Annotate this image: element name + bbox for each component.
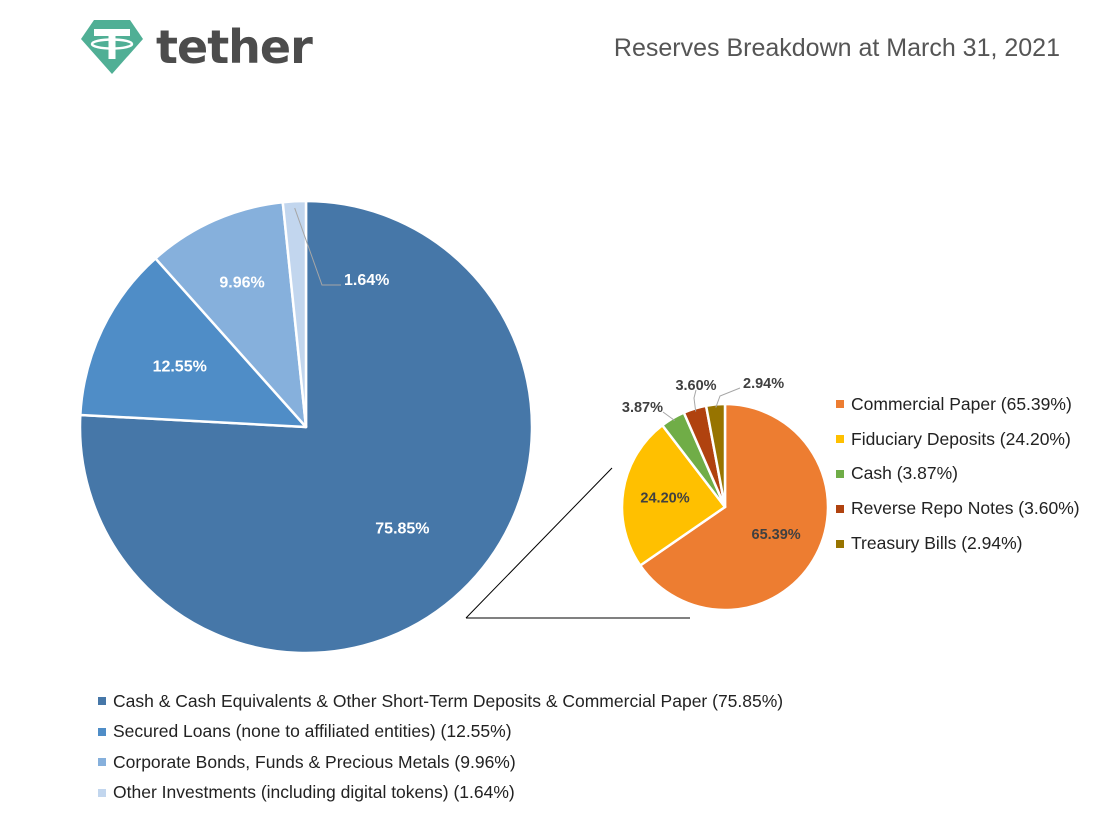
main-data-label-corporate-bonds-funds-precious-metals: 9.96% [219, 274, 264, 291]
main-data-label-secured-loans: 12.55% [153, 358, 207, 375]
tether-diamond-icon [81, 20, 143, 74]
main-data-label-other-investments: 1.64% [344, 272, 389, 289]
breakdown-pie-legend: Commercial Paper (65.39%) Fiduciary Depos… [836, 387, 1080, 561]
breakdown-legend-item-reverse-repo-notes: Reverse Repo Notes (3.60%) [836, 491, 1080, 526]
main-leader-line-other-investments [294, 207, 341, 286]
main-legend-item-other-investments: Other Investments (including digital tok… [98, 778, 783, 809]
main-data-label-cash-cash-equivalents-other-short-term-deposits-commercial-paper: 75.85% [375, 521, 429, 538]
connector-lines [465, 467, 690, 619]
breakdown-data-label-treasury-bills: 2.94% [743, 376, 784, 392]
main-slice-secured-loans [79, 257, 308, 429]
legend-label: Cash & Cash Equivalents & Other Short-Te… [113, 690, 784, 711]
breakdown-legend-item-commercial-paper: Commercial Paper (65.39%) [836, 387, 1080, 422]
tether-logo: tether [80, 18, 313, 76]
legend-swatch [98, 727, 106, 736]
breakdown-slice-treasury-bills [704, 402, 727, 509]
breakdown-leader-line-reverse-repo-notes [693, 389, 697, 412]
legend-label: Corporate Bonds, Funds & Precious Metals… [113, 751, 516, 772]
legend-label: Secured Loans (none to affiliated entiti… [113, 721, 512, 742]
main-pie-legend: Cash & Cash Equivalents & Other Short-Te… [98, 686, 783, 808]
main-legend-item-corporate-bonds-funds-precious-metals: Corporate Bonds, Funds & Precious Metals… [98, 747, 783, 778]
main-slice-cash-cash-equivalents-other-short-term-deposits-commercial-paper [78, 199, 534, 655]
breakdown-data-label-reverse-repo-notes: 3.60% [675, 378, 716, 394]
breakdown-data-label-fiduciary-deposits: 24.20% [640, 491, 689, 507]
breakdown-slice-commercial-paper [638, 402, 830, 612]
main-legend-item-secured-loans: Secured Loans (none to affiliated entiti… [98, 717, 783, 748]
legend-label: Fiduciary Deposits (24.20%) [851, 428, 1071, 449]
main-pie: 75.85% 12.55% 9.96% 1.64% [78, 199, 534, 655]
report-title: Reserves Breakdown at March 31, 2021 [613, 34, 1060, 62]
breakdown-leader-line-cash [662, 411, 675, 422]
legend-swatch [836, 400, 844, 409]
legend-swatch [836, 539, 844, 548]
breakdown-data-label-cash: 3.87% [622, 400, 663, 416]
legend-swatch [836, 435, 844, 444]
legend-swatch [98, 758, 106, 767]
breakdown-slice-fiduciary-deposits [620, 424, 727, 567]
legend-label: Commercial Paper (65.39%) [851, 393, 1072, 414]
main-slice-other-investments [281, 199, 308, 429]
connector-line-upper [465, 467, 613, 619]
legend-label: Cash (3.87%) [851, 463, 958, 484]
legend-label: Reverse Repo Notes (3.60%) [851, 498, 1080, 519]
legend-swatch [98, 697, 106, 706]
logo-wordmark: tether [156, 20, 313, 74]
breakdown-leader-line-treasury-bills [715, 387, 741, 408]
breakdown-legend-item-fiduciary-deposits: Fiduciary Deposits (24.20%) [836, 422, 1080, 457]
breakdown-data-label-commercial-paper: 65.39% [752, 527, 801, 543]
legend-swatch [98, 788, 106, 797]
legend-label: Other Investments (including digital tok… [113, 782, 515, 803]
breakdown-pie: 65.39% 24.20% 3.87% 3.60% 2.94% [620, 376, 830, 612]
breakdown-legend-item-cash: Cash (3.87%) [836, 457, 1080, 492]
main-slice-corporate-bonds-funds-precious-metals [154, 200, 308, 429]
legend-label: Treasury Bills (2.94%) [851, 533, 1023, 554]
main-legend-item-cash-cash-equivalents-other-short-term-deposits-commercial-paper: Cash & Cash Equivalents & Other Short-Te… [98, 686, 783, 717]
breakdown-legend-item-treasury-bills: Treasury Bills (2.94%) [836, 526, 1080, 561]
legend-swatch [836, 504, 844, 513]
legend-swatch [836, 469, 844, 478]
